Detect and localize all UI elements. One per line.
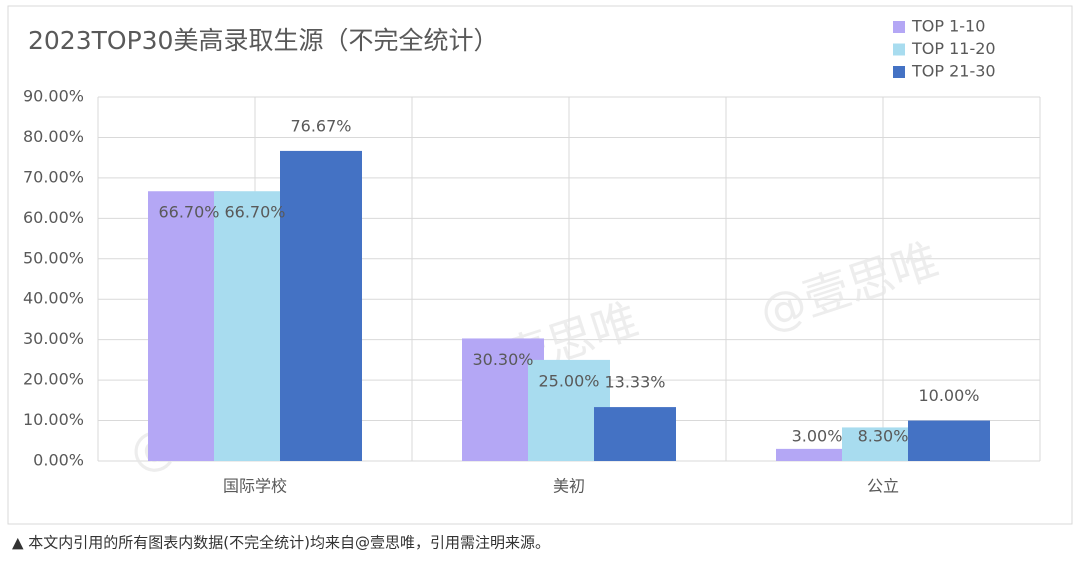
bar — [776, 448, 858, 461]
y-tick-label: 70.00% — [23, 167, 84, 186]
legend-swatch — [893, 66, 905, 78]
caption: ▲ 本文内引用的所有图表内数据(不完全统计)均来自@壹思唯，引用需注明来源。 — [12, 534, 550, 552]
value-label: 76.67% — [290, 116, 351, 135]
legend-label: TOP 1-10 — [911, 17, 985, 36]
legend-swatch — [893, 21, 905, 33]
bar — [594, 407, 676, 461]
value-label: 66.70% — [158, 203, 219, 222]
chart-title: 2023TOP30美高录取生源（不完全统计） — [28, 26, 498, 55]
y-tick-label: 30.00% — [23, 329, 84, 348]
legend-swatch — [893, 43, 905, 56]
value-label: 8.30% — [858, 427, 909, 446]
bar — [908, 420, 990, 461]
x-tick-label: 公立 — [867, 477, 899, 496]
x-tick-label: 美初 — [553, 477, 585, 496]
y-tick-label: 10.00% — [23, 410, 84, 429]
legend-label: TOP 11-20 — [911, 39, 996, 58]
value-label: 10.00% — [918, 386, 979, 405]
y-tick-label: 50.00% — [23, 248, 84, 267]
x-tick-label: 国际学校 — [223, 477, 287, 496]
value-label: 66.70% — [224, 203, 285, 222]
value-label: 13.33% — [604, 373, 665, 392]
value-label: 30.30% — [472, 350, 533, 369]
value-label: 3.00% — [792, 427, 843, 446]
y-tick-label: 90.00% — [23, 87, 84, 106]
value-label: 25.00% — [538, 371, 599, 390]
y-tick-label: 40.00% — [23, 289, 84, 308]
y-tick-label: 0.00% — [33, 451, 84, 470]
y-tick-label: 60.00% — [23, 208, 84, 227]
bar — [280, 150, 362, 461]
y-tick-label: 80.00% — [23, 127, 84, 146]
legend-label: TOP 21-30 — [911, 62, 996, 81]
y-tick-label: 20.00% — [23, 370, 84, 389]
